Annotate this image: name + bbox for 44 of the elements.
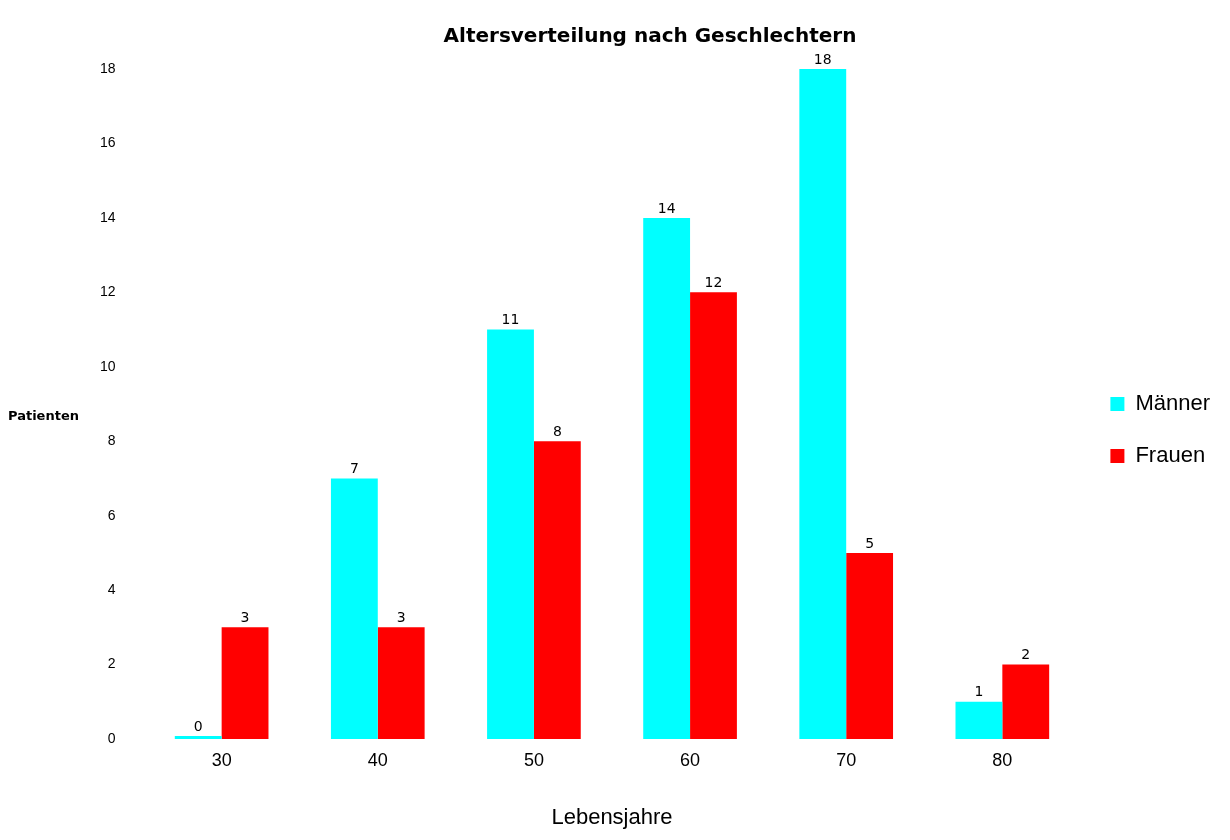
bar [1002, 664, 1050, 739]
bar [377, 627, 425, 739]
data-label: 18 [813, 50, 832, 67]
y-tick-label: 18 [99, 59, 116, 76]
y-tick-label: 4 [107, 580, 116, 597]
y-tick-label: 8 [107, 432, 116, 449]
data-label: 5 [865, 534, 875, 551]
bar [955, 701, 1003, 739]
bar [533, 441, 581, 739]
data-label: 3 [240, 608, 250, 625]
data-label: 14 [657, 199, 676, 216]
x-axis-title: Lebensjahre [551, 803, 673, 829]
y-tick-label: 12 [99, 283, 116, 300]
data-label: 3 [396, 608, 406, 625]
data-label: 1 [974, 683, 984, 700]
y-tick-label: 0 [107, 729, 116, 746]
x-tick-label: 80 [992, 749, 1013, 770]
bar [643, 217, 691, 739]
chart-title: Altersverteilung nach Geschlechtern [443, 23, 857, 48]
bar [690, 292, 737, 739]
y-tick-label: 6 [107, 506, 116, 523]
legend-label: Frauen [1135, 442, 1206, 468]
y-tick-label: 2 [107, 655, 116, 672]
y-tick-label: 14 [99, 208, 116, 225]
x-tick-label: 60 [680, 749, 701, 770]
legend-label: Männer [1135, 390, 1210, 416]
bar [221, 627, 269, 739]
bar [846, 552, 894, 739]
bar [799, 69, 847, 739]
bar [330, 478, 378, 739]
x-tick-label: 50 [523, 749, 544, 770]
data-label: 8 [552, 422, 562, 439]
data-label: 7 [349, 460, 359, 477]
y-tick-label: 16 [99, 134, 116, 151]
bar [487, 329, 534, 739]
data-label: 0 [193, 717, 203, 734]
x-tick-label: 40 [367, 749, 388, 770]
y-tick-label: 10 [99, 357, 116, 374]
x-tick-label: 70 [836, 749, 857, 770]
data-label: 2 [1021, 646, 1031, 663]
y-axis-title: Patienten [8, 408, 79, 423]
data-label: 12 [704, 273, 723, 290]
data-label: 11 [501, 311, 520, 328]
x-tick-label: 30 [211, 749, 232, 770]
